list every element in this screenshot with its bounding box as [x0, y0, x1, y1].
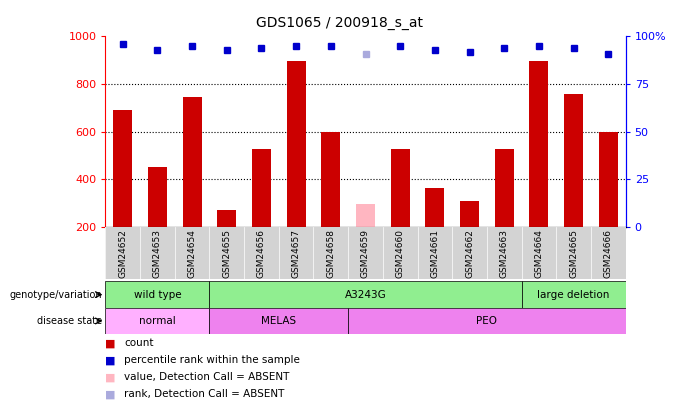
Bar — [522, 281, 626, 308]
Text: PEO: PEO — [477, 316, 497, 326]
Bar — [217, 210, 237, 227]
Text: GDS1065 / 200918_s_at: GDS1065 / 200918_s_at — [256, 16, 424, 30]
Bar — [105, 281, 209, 308]
Text: GSM24661: GSM24661 — [430, 229, 439, 278]
Text: normal: normal — [139, 316, 176, 326]
Text: GSM24658: GSM24658 — [326, 229, 335, 278]
Text: count: count — [124, 338, 154, 348]
Text: percentile rank within the sample: percentile rank within the sample — [124, 355, 301, 365]
Bar — [209, 308, 348, 334]
Text: MELAS: MELAS — [261, 316, 296, 326]
Bar — [105, 308, 209, 334]
Bar — [494, 149, 514, 227]
Text: GSM24653: GSM24653 — [153, 229, 162, 278]
Text: genotype/variation: genotype/variation — [10, 290, 102, 300]
Text: GSM24665: GSM24665 — [569, 229, 578, 278]
Text: GSM24656: GSM24656 — [257, 229, 266, 278]
Text: GSM24655: GSM24655 — [222, 229, 231, 278]
Text: ■: ■ — [105, 338, 116, 348]
Bar — [209, 281, 522, 308]
Text: disease state: disease state — [37, 316, 102, 326]
Text: GSM24664: GSM24664 — [534, 229, 543, 278]
Text: GSM24660: GSM24660 — [396, 229, 405, 278]
Text: A3243G: A3243G — [345, 290, 386, 300]
Bar — [348, 308, 626, 334]
Text: ■: ■ — [105, 389, 116, 399]
Text: large deletion: large deletion — [537, 290, 610, 300]
Text: GSM24654: GSM24654 — [188, 229, 197, 278]
Text: value, Detection Call = ABSENT: value, Detection Call = ABSENT — [124, 372, 290, 382]
Text: GSM24662: GSM24662 — [465, 229, 474, 278]
Text: GSM24652: GSM24652 — [118, 229, 127, 278]
Text: GSM24666: GSM24666 — [604, 229, 613, 278]
Bar — [425, 188, 445, 227]
Text: rank, Detection Call = ABSENT: rank, Detection Call = ABSENT — [124, 389, 285, 399]
Bar — [321, 132, 341, 227]
Text: ■: ■ — [105, 355, 116, 365]
Bar — [286, 62, 306, 227]
Text: GSM24663: GSM24663 — [500, 229, 509, 278]
Text: ■: ■ — [105, 372, 116, 382]
Bar — [252, 149, 271, 227]
Bar — [113, 110, 133, 227]
Text: wild type: wild type — [133, 290, 182, 300]
Bar — [390, 149, 410, 227]
Bar — [356, 204, 375, 227]
Text: GSM24659: GSM24659 — [361, 229, 370, 278]
Bar — [564, 94, 583, 227]
Bar — [460, 200, 479, 227]
Bar — [182, 97, 202, 227]
Bar — [598, 132, 618, 227]
Text: GSM24657: GSM24657 — [292, 229, 301, 278]
Bar — [148, 167, 167, 227]
Bar — [529, 62, 549, 227]
